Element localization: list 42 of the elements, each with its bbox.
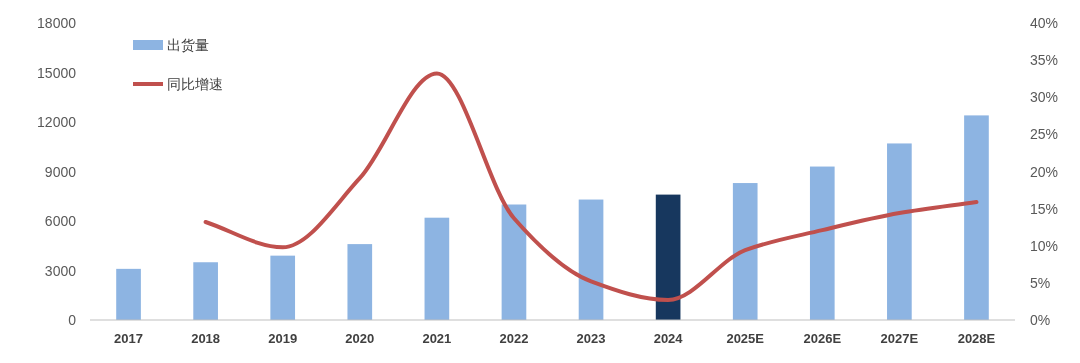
bar bbox=[655, 194, 681, 320]
bar bbox=[887, 143, 912, 320]
x-tick-label: 2024 bbox=[653, 331, 684, 346]
x-tick-label: 2022 bbox=[499, 331, 529, 346]
x-tick-label: 2025E bbox=[726, 331, 765, 346]
y-tick-label: 3000 bbox=[44, 262, 77, 279]
y2-tick-label: 5% bbox=[1030, 274, 1051, 291]
y-tick-label: 0 bbox=[68, 312, 77, 328]
legend-label: 同比增速 bbox=[167, 76, 223, 92]
y2-tick-label: 10% bbox=[1030, 237, 1059, 254]
x-tick-label: 2021 bbox=[422, 331, 452, 346]
bar bbox=[964, 115, 989, 320]
y2-tick-label: 25% bbox=[1030, 126, 1059, 143]
bar bbox=[809, 166, 835, 320]
bar bbox=[501, 204, 527, 320]
x-tick-label: 2027E bbox=[880, 331, 919, 346]
y-tick-label: 6000 bbox=[44, 213, 77, 229]
x-tick-label: 2028E bbox=[957, 331, 996, 346]
y-tick-label: 9000 bbox=[44, 163, 77, 180]
x-tick-label: 2026E bbox=[803, 331, 842, 346]
y2-tick-label: 40% bbox=[1030, 15, 1059, 31]
bar bbox=[424, 217, 450, 320]
y2-tick-label: 15% bbox=[1030, 200, 1059, 217]
y-tick-label: 15000 bbox=[37, 64, 77, 81]
y2-tick-label: 0% bbox=[1030, 312, 1051, 328]
x-tick-label: 2023 bbox=[576, 331, 606, 346]
bar bbox=[347, 244, 373, 320]
x-tick-label: 2017 bbox=[114, 331, 143, 346]
y-tick-label: 12000 bbox=[37, 114, 77, 130]
y2-tick-label: 30% bbox=[1030, 89, 1059, 106]
x-tick-label: 2019 bbox=[268, 331, 298, 346]
x-tick-label: 2018 bbox=[191, 331, 221, 346]
y2-tick-label: 35% bbox=[1030, 52, 1059, 69]
y2-tick-label: 20% bbox=[1030, 163, 1059, 180]
bar bbox=[732, 183, 758, 320]
bar bbox=[270, 255, 296, 320]
legend-label: 出货量 bbox=[167, 37, 209, 53]
bar bbox=[578, 199, 604, 320]
x-tick-label: 2020 bbox=[345, 331, 375, 346]
y-tick-label: 18000 bbox=[37, 15, 77, 31]
bar bbox=[193, 262, 218, 320]
bar bbox=[116, 268, 141, 320]
